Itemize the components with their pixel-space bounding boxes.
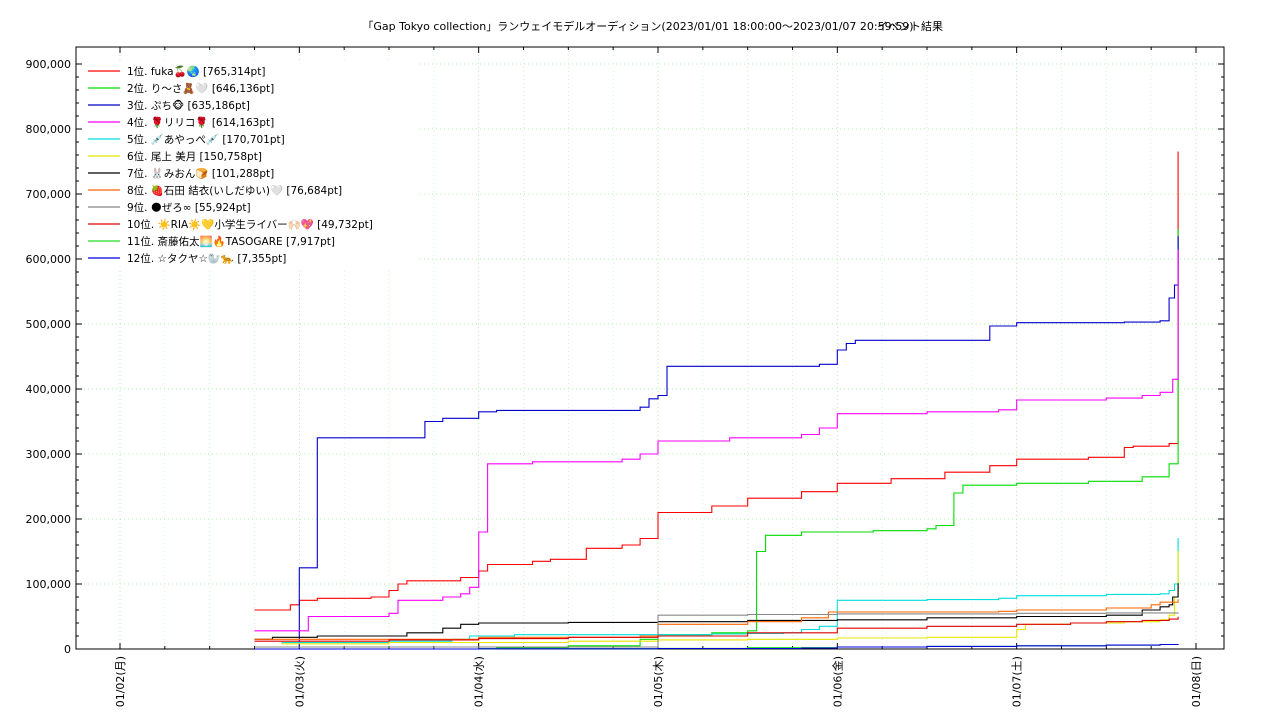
x-tick-label: 01/07(土) [1011, 656, 1024, 707]
y-tick-label: 500,000 [26, 318, 72, 331]
x-tick-label: 01/04(水) [473, 656, 486, 707]
legend-label-12: 12位. ☆タクヤ☆🦭🐆 [7,355pt] [127, 252, 286, 265]
series-lines [254, 151, 1179, 650]
legend-label-9: 9位. 🌑ぜろ∞ [55,924pt] [127, 201, 251, 214]
legend-label-11: 11位. 斎藤佑太🌅🔥TASOGARE [7,917pt] [127, 235, 335, 248]
y-tick-label: 400,000 [26, 383, 72, 396]
y-tick-label: 700,000 [26, 188, 72, 201]
x-tick-label: 01/05(木) [652, 656, 665, 707]
legend-label-8: 8位. 🍓石田 結衣(いしだゆい)🤍 [76,684pt] [127, 184, 342, 197]
legend-label-10: 10位. ☀️RIA☀️💛小学生ライバー🙌🏻💖 [49,732pt] [127, 218, 373, 231]
series-line-12 [254, 643, 1179, 650]
series-line-8 [254, 599, 1179, 640]
legend: 1位. fuka🍒🌏 [765,314pt] 2位. り〜さ🧸🤍 [646,136… [82, 62, 417, 270]
x-tick-label: 01/06(金) [830, 656, 844, 707]
legend-label-4: 4位. 🌹リリコ🌹 [614,163pt] [127, 116, 274, 129]
x-tick-label: 01/08(日) [1190, 656, 1203, 707]
series-line-1 [254, 151, 1179, 611]
legend-label-3: 3位. ぷち🐵 [635,186pt] [127, 99, 250, 112]
series-line-2 [460, 229, 1179, 650]
y-tick-label: 900,000 [26, 58, 72, 71]
y-tick-label: 100,000 [26, 578, 72, 591]
series-line-6 [281, 551, 1179, 645]
series-line-5 [281, 538, 1179, 644]
chart-subtitle: イベント結果 [877, 19, 943, 33]
series-line-4 [254, 249, 1179, 632]
legend-label-7: 7位. 🐰みおん🍞 [101,288pt] [127, 167, 274, 180]
series-line-3 [290, 236, 1179, 650]
y-tick-label: 600,000 [26, 253, 72, 266]
y-tick-label: 300,000 [26, 448, 72, 461]
chart-title: 「Gap Tokyo collection」ランウェイモデルオーディション(20… [362, 19, 913, 33]
series-line-9 [254, 612, 1179, 648]
y-tick-label: 0 [64, 643, 71, 656]
series-line-7 [254, 583, 1179, 640]
legend-label-5: 5位. 💉あやっぺ💉 [170,701pt] [127, 133, 285, 146]
y-tick-label: 200,000 [26, 513, 72, 526]
legend-label-2: 2位. り〜さ🧸🤍 [646,136pt] [127, 82, 274, 95]
x-tick-label: 01/03(火) [293, 656, 306, 707]
x-tick-label: 01/02(月) [114, 656, 127, 707]
y-tick-label: 800,000 [26, 123, 72, 136]
legend-label-1: 1位. fuka🍒🌏 [765,314pt] [127, 65, 265, 78]
legend-label-6: 6位. 尾上 美月 [150,758pt] [127, 150, 262, 163]
axes: 0 100,000 200,000 300,000 400,000 500,000 600,… [26, 46, 1225, 707]
legend-background [82, 62, 417, 270]
series-line-10 [254, 616, 1179, 642]
